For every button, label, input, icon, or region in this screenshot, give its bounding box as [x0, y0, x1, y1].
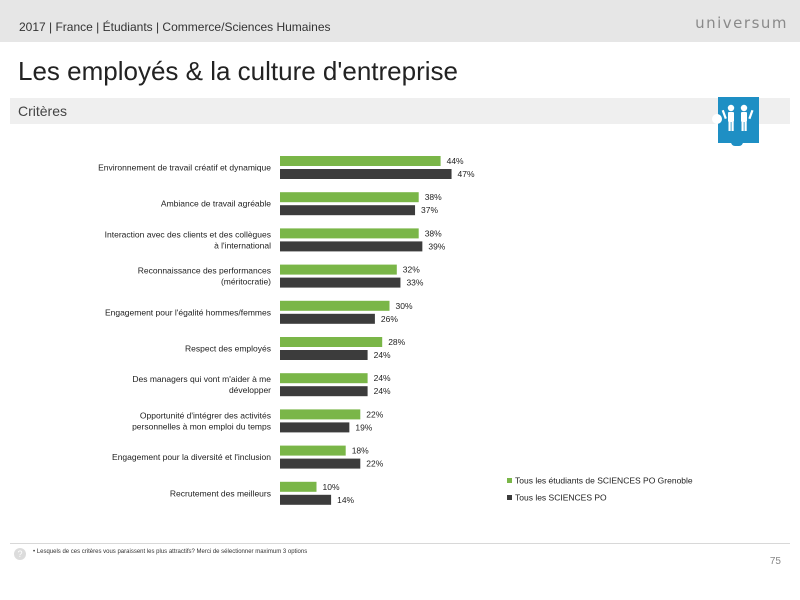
data-label: 22%	[366, 409, 383, 419]
badge-tab	[731, 140, 743, 146]
data-label: 30%	[396, 301, 413, 311]
data-label: 24%	[374, 373, 391, 383]
category-label-line: Ambiance de travail agréable	[161, 199, 271, 209]
bar	[280, 156, 441, 166]
data-label: 38%	[425, 192, 442, 202]
bar	[280, 300, 390, 311]
badge-notch	[712, 114, 722, 124]
bar	[280, 313, 375, 324]
data-label: 26%	[381, 314, 398, 324]
category-label: Engagement pour la diversité et l'inclus…	[112, 452, 271, 462]
section-bar: Critères	[10, 98, 790, 124]
category-label: Interaction avec des clients et des coll…	[105, 229, 271, 250]
section-label: Critères	[18, 103, 68, 119]
breadcrumb: 2017 | France | Étudiants | Commerce/Sci…	[19, 20, 331, 34]
legend-swatch	[507, 478, 512, 483]
legend-label: Tous les étudiants de SCIENCES PO Grenob…	[515, 476, 693, 486]
category-label: Environnement de travail créatif et dyna…	[98, 163, 271, 173]
legend-label: Tous les SCIENCES PO	[515, 493, 607, 503]
data-label: 33%	[406, 278, 423, 288]
bar	[280, 169, 452, 179]
category-label: Recrutement des meilleurs	[170, 488, 271, 498]
data-label: 44%	[447, 156, 464, 166]
bar	[280, 241, 423, 252]
data-label: 24%	[374, 386, 391, 396]
category-label-line: Engagement pour l'égalité hommes/femmes	[105, 307, 271, 317]
category-label: Opportunité d'intégrer des activités pers…	[132, 410, 271, 431]
footnote: • Lesquels de ces critères vous paraisse…	[33, 549, 308, 555]
bar	[280, 205, 416, 216]
bar-chart: Environnement de travail créatif et dyna…	[98, 156, 693, 505]
page-number: 75	[769, 556, 781, 567]
category-label-line: personnelles à mon emploi du temps	[132, 421, 271, 431]
bar	[280, 422, 350, 433]
data-label: 24%	[374, 350, 391, 360]
category-label-line: Des managers qui vont m'aider à me	[132, 374, 271, 384]
data-label: 14%	[337, 495, 354, 505]
category-label-line: Opportunité d'intégrer des activités	[140, 410, 271, 420]
data-label: 19%	[355, 422, 372, 432]
category-label-line: Respect des employés	[185, 344, 271, 354]
bar	[280, 228, 419, 239]
data-label: 39%	[428, 241, 445, 251]
data-label: 38%	[425, 228, 442, 238]
bar	[280, 386, 368, 397]
category-label-line: Interaction avec des clients et des coll…	[105, 229, 271, 239]
help-icon[interactable]: ?	[14, 548, 26, 560]
bar	[280, 481, 317, 492]
page-title: Les employés & la culture d'entreprise	[18, 56, 458, 86]
category-label-line: Reconnaissance des performances	[138, 266, 271, 276]
universum-logo: universum	[695, 14, 788, 32]
category-label: Reconnaissance des performances (méritocr…	[138, 266, 271, 287]
bar	[280, 337, 383, 347]
bar	[280, 445, 346, 456]
category-label: Des managers qui vont m'aider à me dévelo…	[132, 374, 271, 395]
bar	[280, 409, 361, 420]
bar	[280, 192, 419, 203]
data-label: 28%	[388, 337, 405, 347]
bar	[280, 264, 397, 275]
category-label-line: Environnement de travail créatif et dyna…	[98, 163, 271, 173]
data-label: 32%	[403, 265, 420, 275]
category-label-line: Recrutement des meilleurs	[170, 488, 271, 498]
bar	[280, 494, 332, 505]
category-label-line: (méritocratie)	[221, 277, 271, 287]
category-label-line: développer	[229, 385, 271, 395]
data-label: 10%	[323, 482, 340, 492]
category-label-line: à l'international	[214, 240, 271, 250]
category-label: Respect des employés	[185, 344, 271, 354]
bar	[280, 373, 368, 384]
category-label-line: Engagement pour la diversité et l'inclus…	[112, 452, 271, 462]
legend-swatch	[507, 495, 512, 500]
bar	[280, 350, 368, 360]
footer-divider	[10, 543, 790, 544]
bar	[280, 458, 361, 469]
data-label: 47%	[458, 169, 475, 179]
people-icon	[718, 97, 759, 143]
bar	[280, 277, 401, 288]
data-label: 37%	[421, 205, 438, 215]
data-label: 22%	[366, 459, 383, 469]
category-label: Ambiance de travail agréable	[161, 199, 271, 209]
data-label: 18%	[352, 446, 369, 456]
category-label: Engagement pour l'égalité hommes/femmes	[105, 307, 271, 317]
header-bar: 2017 | France | Étudiants | Commerce/Sci…	[0, 0, 800, 42]
